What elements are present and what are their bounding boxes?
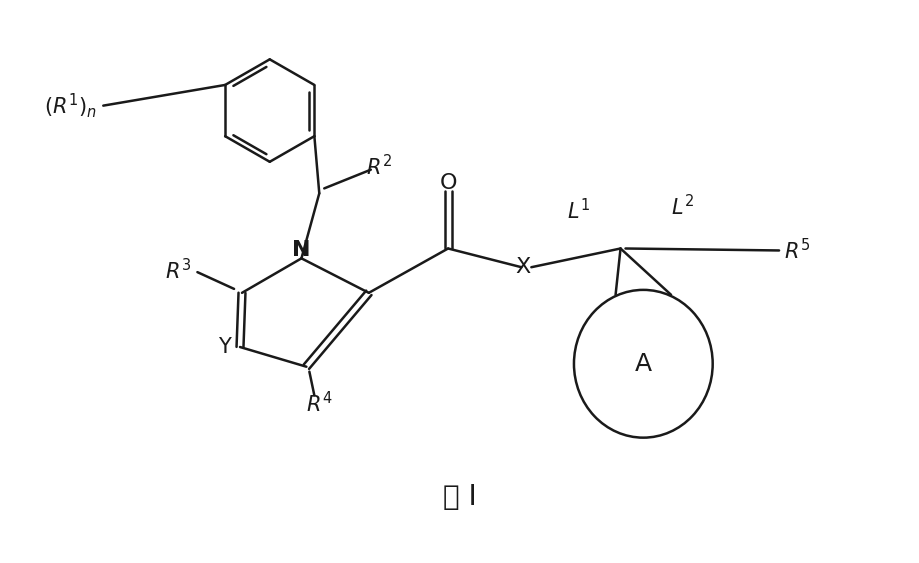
Text: $L^2$: $L^2$ bbox=[671, 194, 694, 219]
Text: A: A bbox=[634, 352, 652, 376]
Text: O: O bbox=[439, 173, 457, 194]
Text: 式 I: 式 I bbox=[443, 482, 476, 511]
Text: $R^2$: $R^2$ bbox=[366, 154, 391, 180]
Text: Y: Y bbox=[218, 337, 231, 357]
Text: $R^5$: $R^5$ bbox=[783, 238, 809, 263]
Text: X: X bbox=[516, 257, 530, 277]
Text: $R^4$: $R^4$ bbox=[306, 391, 332, 415]
Text: $L^1$: $L^1$ bbox=[567, 199, 590, 224]
Text: N: N bbox=[292, 240, 311, 261]
Text: $R^3$: $R^3$ bbox=[165, 257, 190, 283]
Text: $(R^1)_n$: $(R^1)_n$ bbox=[44, 91, 96, 120]
